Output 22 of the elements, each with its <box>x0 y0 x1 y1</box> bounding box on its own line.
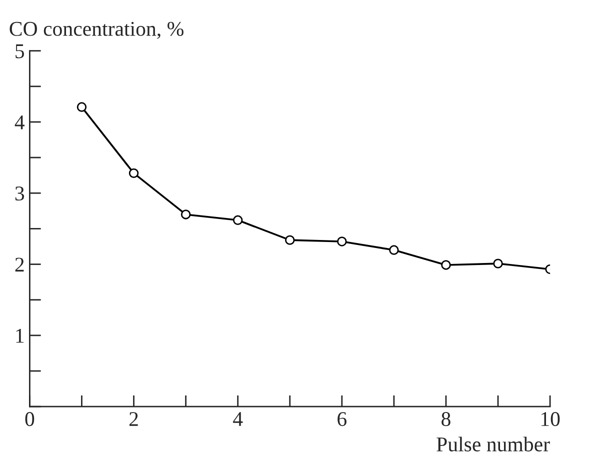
x-axis-title: Pulse number <box>436 436 550 452</box>
x-tick-label: 2 <box>129 412 138 426</box>
point <box>232 215 243 226</box>
point <box>337 236 347 246</box>
point <box>493 258 503 268</box>
point <box>128 168 139 178</box>
point <box>76 102 87 112</box>
y-axis-title: CO concentration, % <box>10 22 184 39</box>
x-tick-label: 10 <box>541 412 560 426</box>
y-tick-label: 1 <box>16 328 24 343</box>
point <box>285 235 295 245</box>
y-tick-label: 4 <box>14 115 25 130</box>
y-tick-label: 3 <box>15 186 24 201</box>
point <box>180 210 191 220</box>
x-tick-label: 4 <box>233 412 243 426</box>
x-tick-label: 6 <box>338 412 346 426</box>
point <box>389 245 399 255</box>
y-tick-label: 5 <box>16 44 24 58</box>
x-tick-label: 8 <box>442 412 450 426</box>
point <box>441 260 451 270</box>
y-tick-label: 2 <box>15 258 24 272</box>
x-tick-label: 0 <box>25 412 34 426</box>
